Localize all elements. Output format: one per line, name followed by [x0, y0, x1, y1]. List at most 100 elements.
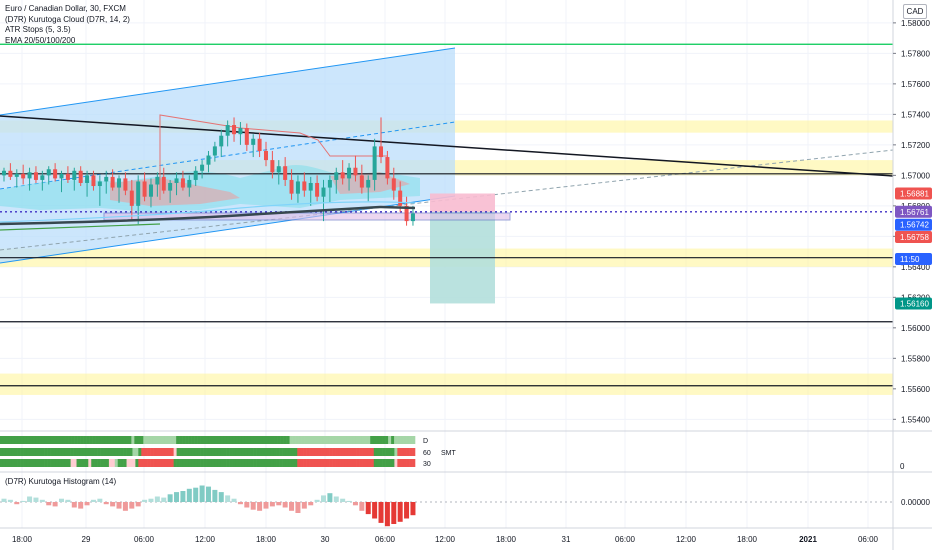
candle-body[interactable] [65, 173, 70, 180]
symbol-title[interactable]: Euro / Canadian Dollar, 30, FXCM [5, 4, 126, 13]
candle-body[interactable] [276, 166, 281, 173]
candle-body[interactable] [161, 176, 166, 191]
candle-body[interactable] [136, 181, 141, 206]
smt-cell [291, 459, 295, 467]
candle-body[interactable] [347, 167, 352, 179]
smt-cell [241, 436, 246, 444]
candle-body[interactable] [59, 173, 64, 179]
candle-body[interactable] [295, 181, 300, 194]
price-zone[interactable] [0, 373, 893, 395]
candle-body[interactable] [104, 176, 109, 182]
candle-body[interactable] [308, 182, 313, 191]
price-label-badge [895, 187, 932, 200]
histogram-bar [391, 502, 397, 524]
candle-body[interactable] [334, 172, 339, 180]
candle-body[interactable] [40, 175, 45, 180]
currency-badge[interactable]: CAD [903, 4, 927, 19]
candle-body[interactable] [263, 150, 268, 161]
smt-cell [182, 436, 186, 444]
smt-cell [335, 448, 339, 456]
candle-body[interactable] [14, 173, 19, 177]
smt-cell [353, 448, 357, 456]
candle-body[interactable] [315, 182, 320, 197]
candle-body[interactable] [251, 138, 256, 145]
candle-body[interactable] [391, 178, 396, 191]
candle-body[interactable] [53, 169, 58, 179]
candle-body[interactable] [46, 169, 51, 176]
candle-body[interactable] [129, 190, 134, 206]
candle-body[interactable] [155, 176, 160, 185]
candle-body[interactable] [85, 175, 90, 183]
candle-body[interactable] [168, 182, 173, 191]
range-box[interactable] [103, 212, 511, 221]
candle-body[interactable] [206, 155, 211, 165]
indicator-kurutoga-cloud[interactable]: (D7R) Kurutoga Cloud (D7R, 14, 2) [5, 14, 130, 24]
smt-cell [146, 436, 150, 444]
smt-cell [406, 436, 410, 444]
histogram-title[interactable]: (D7R) Kurutoga Histogram (14) [5, 477, 117, 486]
candle-body[interactable] [193, 170, 198, 180]
smt-cell [300, 448, 304, 456]
candle-body[interactable] [91, 175, 96, 187]
candle-body[interactable] [359, 175, 364, 188]
descending-trendline[interactable] [0, 115, 894, 177]
smt-cell [197, 436, 201, 444]
candle-body[interactable] [232, 125, 237, 135]
candle-body[interactable] [379, 146, 384, 158]
candle-body[interactable] [225, 125, 230, 136]
smt-cell [103, 448, 107, 456]
candle-body[interactable] [302, 181, 307, 191]
candle-body[interactable] [148, 184, 153, 197]
candle-body[interactable] [123, 178, 128, 191]
candle-body[interactable] [78, 170, 83, 183]
smt-cell [206, 448, 210, 456]
candle-body[interactable] [33, 172, 38, 180]
candle-body[interactable] [289, 179, 294, 194]
candle-body[interactable] [97, 181, 102, 187]
candle-body[interactable] [212, 146, 217, 156]
candle-body[interactable] [142, 181, 147, 197]
candle-body[interactable] [404, 205, 409, 222]
candle-body[interactable] [8, 170, 13, 177]
smt-cell [303, 459, 307, 467]
candle-body[interactable] [257, 138, 262, 151]
candle-body[interactable] [410, 213, 415, 222]
candle-body[interactable] [340, 172, 345, 179]
candle-body[interactable] [244, 128, 249, 145]
smt-cell [340, 436, 344, 444]
candle-body[interactable] [283, 166, 288, 180]
smt-cell [158, 436, 162, 444]
candle-body[interactable] [353, 167, 358, 176]
candle-body[interactable] [2, 170, 6, 176]
candle-body[interactable] [270, 160, 275, 173]
candle-body[interactable] [200, 164, 205, 171]
candle-body[interactable] [72, 170, 77, 180]
smt-cell [161, 436, 165, 444]
candle-body[interactable] [321, 187, 326, 197]
candle-body[interactable] [219, 135, 224, 147]
candle-body[interactable] [21, 173, 26, 179]
candle-body[interactable] [180, 178, 185, 188]
candle-body[interactable] [27, 172, 32, 179]
candle-body[interactable] [110, 176, 115, 188]
candle-body[interactable] [366, 179, 371, 188]
candle-body[interactable] [187, 179, 192, 188]
smt-cell [385, 448, 389, 456]
candle-body[interactable] [385, 157, 390, 179]
histogram-bar [410, 502, 416, 516]
smt-cell [164, 436, 168, 444]
candle-body[interactable] [398, 190, 403, 206]
candle-body[interactable] [238, 128, 243, 135]
candle-body[interactable] [372, 146, 377, 180]
channel-upper[interactable] [0, 47, 456, 116]
indicator-ema[interactable]: EMA 20/50/100/200 [5, 35, 76, 45]
candle-body[interactable] [174, 178, 179, 183]
smt-cell [64, 448, 68, 456]
position-stop-zone[interactable] [430, 193, 495, 212]
smt-cell [200, 459, 204, 467]
smt-cell [86, 436, 90, 444]
candle-body[interactable] [327, 179, 332, 188]
candle-body[interactable] [117, 178, 122, 188]
indicator-atr-stops[interactable]: ATR Stops (5, 3.5) [5, 25, 71, 34]
